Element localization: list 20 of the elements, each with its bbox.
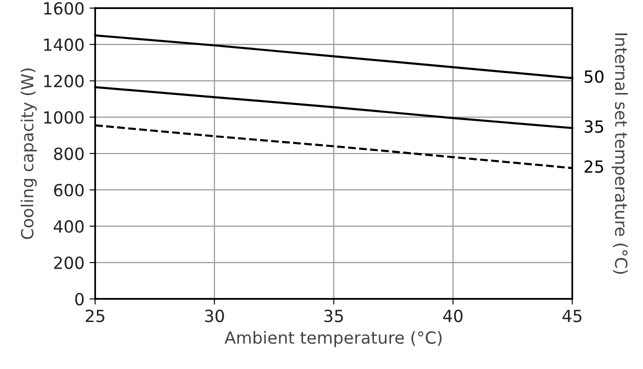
x-tick-label: 30 — [205, 310, 224, 322]
series-label: 35 — [584, 120, 604, 133]
y-axis-title: Cooling capacity (W) — [20, 68, 37, 240]
x-tick-label: 45 — [562, 310, 582, 322]
y2-axis-title: Internal set temperature (°C) — [612, 33, 628, 274]
y-tick-label: 600 — [54, 184, 84, 196]
y-tick-label: 1000 — [44, 111, 84, 124]
y-tick-label: 1400 — [44, 38, 84, 52]
y-tick-label: 400 — [54, 220, 84, 233]
y-tick-label: 1600 — [44, 2, 84, 15]
series-label: 25 — [584, 160, 604, 173]
x-tick-label: 25 — [86, 310, 104, 322]
y-tick-label: 1200 — [44, 74, 84, 88]
x-tick-label: 35 — [324, 310, 343, 322]
y-tick-label: 800 — [54, 147, 84, 160]
y-tick-label: 0 — [75, 292, 84, 306]
x-tick-label: 40 — [443, 310, 462, 322]
series-label: 50 — [584, 70, 604, 83]
x-axis-title: Ambient temperature (°C) — [224, 330, 442, 348]
y-tick-label: 200 — [54, 256, 84, 270]
